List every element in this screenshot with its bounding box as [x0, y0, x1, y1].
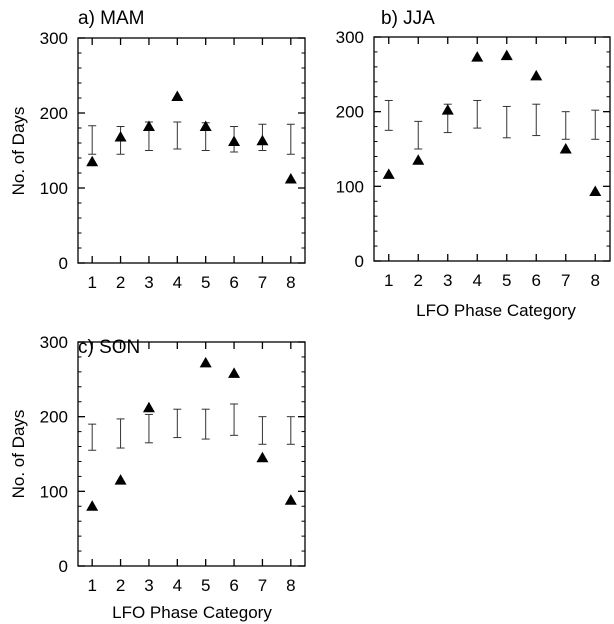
- y-tick-label: 100: [40, 482, 68, 501]
- x-tick-label: 5: [201, 273, 210, 292]
- triangle-marker: [441, 104, 454, 115]
- triangle-marker: [199, 120, 212, 131]
- triangle-marker: [284, 173, 297, 184]
- x-tick-label: 2: [116, 576, 125, 595]
- x-tick-label: 6: [532, 271, 541, 290]
- triangle-marker: [530, 69, 543, 81]
- panel-title: a) MAM: [78, 8, 145, 29]
- triangle-marker: [256, 451, 269, 463]
- x-tick-label: 7: [258, 576, 267, 595]
- triangle-marker: [284, 494, 297, 505]
- y-axis-label: No. of Days: [9, 107, 28, 196]
- x-tick-label: 2: [414, 271, 423, 290]
- triangle-marker: [86, 155, 99, 167]
- triangle-marker: [471, 51, 484, 62]
- x-tick-label: 7: [561, 271, 570, 290]
- y-tick-label: 0: [355, 252, 364, 271]
- triangle-marker: [412, 154, 425, 165]
- y-tick-label: 200: [40, 408, 68, 427]
- triangle-marker: [589, 185, 602, 197]
- triangle-marker: [114, 474, 127, 485]
- x-tick-label: 1: [87, 273, 96, 292]
- x-axis-label: LFO Phase Category: [112, 603, 272, 622]
- y-tick-label: 100: [336, 177, 364, 196]
- triangle-marker: [256, 134, 269, 146]
- triangle-marker: [199, 356, 212, 368]
- y-tick-label: 300: [40, 333, 68, 352]
- x-tick-label: 3: [144, 576, 153, 595]
- triangle-marker: [382, 168, 395, 179]
- x-tick-label: 3: [443, 271, 452, 290]
- y-tick-label: 300: [336, 28, 364, 47]
- x-tick-label: 8: [591, 271, 600, 290]
- x-tick-label: 2: [116, 273, 125, 292]
- x-tick-label: 1: [87, 576, 96, 595]
- panel-mam: a) MAM No. of Days 0 100 200 300 1 2 3 4 5 6 7 8: [9, 8, 306, 292]
- x-tick-label: 8: [286, 273, 295, 292]
- y-axis-label: No. of Days: [9, 410, 28, 499]
- triangle-marker: [171, 90, 184, 101]
- triangle-marker: [114, 131, 127, 142]
- triangle-marker: [86, 500, 99, 511]
- x-tick-label: 5: [502, 271, 511, 290]
- triangle-marker: [559, 143, 572, 154]
- x-tick-label: 4: [173, 273, 182, 292]
- triangle-marker: [228, 135, 241, 146]
- y-tick-label: 200: [336, 103, 364, 122]
- x-tick-label: 7: [258, 273, 267, 292]
- y-tick-label: 0: [59, 254, 68, 273]
- x-tick-label: 3: [144, 273, 153, 292]
- x-tick-label: 8: [286, 576, 295, 595]
- panel-title: b) JJA: [381, 8, 435, 29]
- y-tick-label: 300: [40, 29, 68, 48]
- panel-title: c) SON: [78, 337, 140, 358]
- x-tick-label: 6: [229, 576, 238, 595]
- panel-son: c) SON No. of Days LFO Phase Category 01…: [9, 333, 306, 622]
- triangle-marker: [500, 49, 513, 61]
- x-tick-label: 6: [229, 273, 238, 292]
- x-tick-label: 5: [201, 576, 210, 595]
- plot-frame: [77, 37, 306, 264]
- triangle-marker: [142, 120, 155, 131]
- plot-frame: [77, 341, 306, 567]
- y-tick-label: 0: [59, 557, 68, 576]
- x-tick-label: 4: [473, 271, 482, 290]
- x-axis-label: LFO Phase Category: [416, 301, 576, 320]
- triangle-marker: [228, 367, 241, 378]
- y-tick-label: 100: [40, 179, 68, 198]
- triangle-marker: [142, 401, 155, 413]
- y-tick-label: 200: [40, 104, 68, 123]
- x-tick-label: 4: [173, 576, 182, 595]
- plot-frame: [373, 36, 611, 262]
- x-tick-label: 1: [384, 271, 393, 290]
- panel-jja: b) JJA LFO Phase Category 0 100 200 300 1 2 3 4…: [336, 8, 611, 320]
